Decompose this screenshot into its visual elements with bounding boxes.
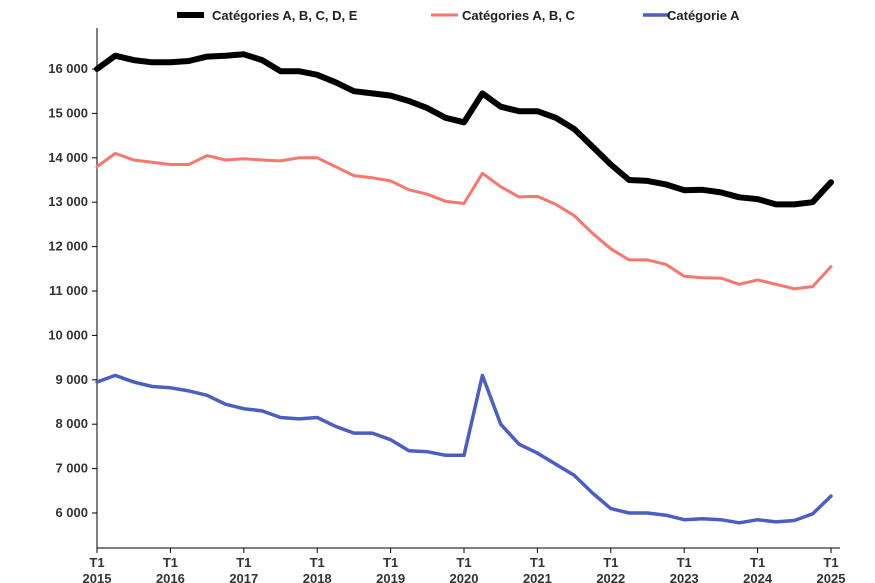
y-tick-label: 14 000 — [48, 150, 88, 165]
y-tick-label: 11 000 — [49, 283, 88, 298]
y-tick-label: 16 000 — [48, 61, 88, 76]
series-line-3 — [95, 373, 833, 525]
y-tick-label: 6 000 — [55, 505, 88, 520]
y-tick-label: 9 000 — [55, 372, 88, 387]
x-tick-label-year: 2023 — [670, 571, 699, 583]
y-ticks: 6 000 7 000 8 000 9 000 10 000 11 000 12 000 13… — [48, 61, 97, 520]
x-tick-label-year: 2022 — [596, 571, 625, 583]
x-tick-label-year: 2018 — [303, 571, 332, 583]
x-tick-label-year: 2021 — [523, 571, 552, 583]
x-tick-label-quarter: T1 — [530, 555, 545, 570]
y-tick-label: 13 000 — [48, 194, 88, 209]
x-tick-label-year: 2015 — [83, 571, 112, 583]
x-tick-label-year: 2016 — [156, 571, 185, 583]
x-tick-label-year: 2017 — [229, 571, 258, 583]
legend-label-3: Catégorie A — [667, 8, 740, 23]
legend-label-1: Catégories A, B, C, D, E — [212, 8, 358, 23]
x-tick-label-year: 2020 — [450, 571, 479, 583]
y-tick-label: 10 000 — [48, 327, 88, 342]
x-tick-label-quarter: T1 — [677, 555, 692, 570]
x-tick-label-quarter: T1 — [823, 555, 838, 570]
x-tick-label-quarter: T1 — [163, 555, 178, 570]
legend: Catégories A, B, C, D, E Catégories A, B,… — [177, 8, 740, 23]
series-line-1 — [94, 51, 834, 208]
x-tick-label-quarter: T1 — [456, 555, 471, 570]
x-tick-label-year: 2025 — [817, 571, 846, 583]
x-tick-label-quarter: T1 — [310, 555, 325, 570]
x-tick-label-year: 2024 — [743, 571, 773, 583]
y-tick-label: 8 000 — [55, 416, 88, 431]
x-tick-label-quarter: T1 — [750, 555, 765, 570]
y-tick-label: 7 000 — [55, 461, 88, 476]
x-ticks: T12015T12016T12017T12018T12019T12020T120… — [83, 548, 846, 583]
x-tick-label-quarter: T1 — [236, 555, 251, 570]
x-tick-label-quarter: T1 — [383, 555, 398, 570]
x-tick-label-quarter: T1 — [89, 555, 104, 570]
y-tick-label: 15 000 — [48, 105, 88, 120]
series-line-2 — [95, 151, 833, 291]
legend-label-2: Catégories A, B, C — [462, 8, 576, 23]
x-tick-label-year: 2019 — [376, 571, 405, 583]
axes — [96, 28, 840, 549]
y-tick-label: 12 000 — [48, 239, 88, 254]
series-lines — [94, 51, 834, 525]
x-tick-label-quarter: T1 — [603, 555, 618, 570]
